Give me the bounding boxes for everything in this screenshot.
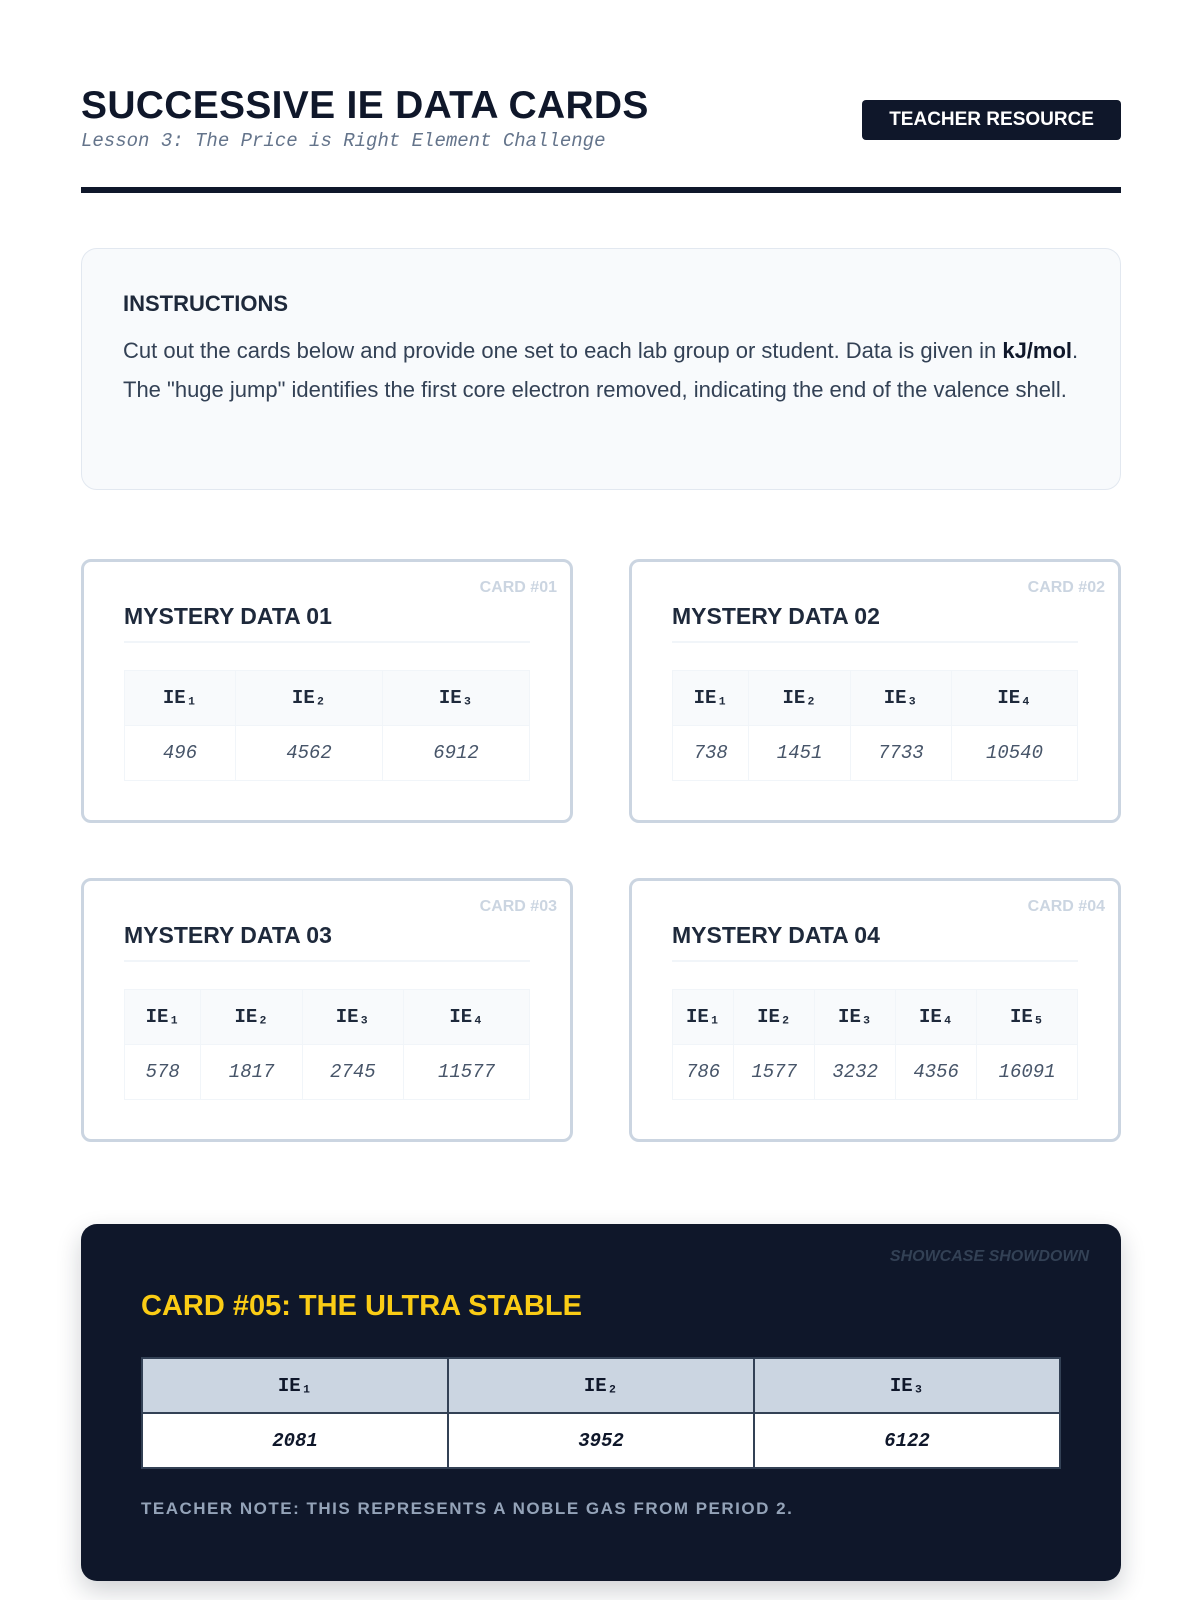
ie-header: IE₃ xyxy=(753,1357,1061,1414)
mystery-card: CARD #03 MYSTERY DATA 03 IE₁ IE₂ IE₃ IE₄ 578… xyxy=(81,878,573,1142)
card-title: MYSTERY DATA 03 xyxy=(124,922,530,962)
ie-header: IE₁ xyxy=(141,1357,449,1414)
ie-value: 11577 xyxy=(402,1044,531,1100)
card-number: CARD #04 xyxy=(1027,898,1105,915)
teacher-resource-badge: TEACHER RESOURCE xyxy=(862,100,1121,140)
ie-header: IE₁ xyxy=(671,989,735,1045)
ie-value: 1817 xyxy=(200,1044,303,1100)
ie-header: IE₃ xyxy=(849,670,952,726)
ie-value: 10540 xyxy=(950,725,1079,781)
ie-value: 6912 xyxy=(382,725,530,781)
ie-value: 578 xyxy=(123,1044,202,1100)
card-title: MYSTERY DATA 04 xyxy=(672,922,1078,962)
ie-table: IE₁ IE₂ IE₃ IE₄ 738 1451 7733 10540 xyxy=(671,670,1079,781)
instructions-text: Cut out the cards below and provide one … xyxy=(123,331,1079,409)
ie-header: IE₁ xyxy=(123,989,202,1045)
instructions-title: INSTRUCTIONS xyxy=(123,291,288,316)
card-number: CARD #03 xyxy=(479,898,557,915)
card-number: CARD #02 xyxy=(1027,579,1105,596)
mystery-card: CARD #01 MYSTERY DATA 01 IE₁ IE₂ IE₃ 496 456… xyxy=(81,559,573,823)
ie-value: 786 xyxy=(671,1044,735,1100)
ie-header: IE₂ xyxy=(235,670,384,726)
ie-value: 738 xyxy=(671,725,750,781)
mystery-card: CARD #02 MYSTERY DATA 02 IE₁ IE₂ IE₃ IE₄ 738… xyxy=(629,559,1121,823)
ie-value: 3952 xyxy=(447,1412,755,1469)
header-divider xyxy=(81,187,1121,193)
ie-table: IE₁ IE₂ IE₃ IE₄ IE₅ 786 1577 3232 4356 16091 xyxy=(671,989,1078,1100)
card-title: MYSTERY DATA 01 xyxy=(124,603,530,643)
instructions-box: INSTRUCTIONS Cut out the cards below and… xyxy=(81,248,1121,490)
ie-value: 496 xyxy=(123,725,237,781)
ie-value: 1577 xyxy=(733,1044,816,1100)
showcase-table: IE₁ IE₂ IE₃ 2081 3952 6122 xyxy=(141,1357,1061,1469)
ie-value: 7733 xyxy=(849,725,952,781)
teacher-note: TEACHER NOTE: THIS REPRESENTS A NOBLE GA… xyxy=(141,1499,794,1518)
ie-header: IE₄ xyxy=(950,670,1079,726)
showcase-title: CARD #05: THE ULTRA STABLE xyxy=(141,1290,582,1322)
ie-value: 3232 xyxy=(814,1044,897,1100)
page-title: SUCCESSIVE IE DATA CARDS xyxy=(81,84,649,127)
ie-header: IE₃ xyxy=(382,670,530,726)
ie-value: 6122 xyxy=(753,1412,1061,1469)
unit-label: kJ/mol xyxy=(1002,338,1073,363)
ie-table: IE₁ IE₂ IE₃ IE₄ 578 1817 2745 11577 xyxy=(123,989,531,1100)
ie-header: IE₃ xyxy=(301,989,404,1045)
ie-header: IE₄ xyxy=(895,989,978,1045)
ie-header: IE₁ xyxy=(671,670,750,726)
ie-header: IE₂ xyxy=(748,670,851,726)
ie-header: IE₄ xyxy=(402,989,531,1045)
card-title: MYSTERY DATA 02 xyxy=(672,603,1078,643)
instructions-text-end: . The "huge jump" identifies the first c… xyxy=(123,338,1079,402)
ie-value: 4562 xyxy=(235,725,384,781)
ie-header: IE₂ xyxy=(447,1357,755,1414)
header: SUCCESSIVE IE DATA CARDS Lesson 3: The P… xyxy=(81,84,1121,194)
card-number: CARD #01 xyxy=(479,579,557,596)
ie-value: 4356 xyxy=(895,1044,978,1100)
ie-header: IE₃ xyxy=(814,989,897,1045)
ie-header: IE₂ xyxy=(200,989,303,1045)
ie-value: 2745 xyxy=(301,1044,404,1100)
instructions-text-start: Cut out the cards below and provide one … xyxy=(123,338,1003,363)
ie-value: 16091 xyxy=(976,1044,1078,1100)
showcase-card: SHOWCASE SHOWDOWN CARD #05: THE ULTRA ST… xyxy=(81,1224,1121,1581)
mystery-card: CARD #04 MYSTERY DATA 04 IE₁ IE₂ IE₃ IE₄ IE₅… xyxy=(629,878,1121,1142)
ie-header: IE₁ xyxy=(123,670,237,726)
ie-header: IE₅ xyxy=(976,989,1078,1045)
showcase-tag: SHOWCASE SHOWDOWN xyxy=(889,1248,1089,1265)
page-subtitle: Lesson 3: The Price is Right Element Cha… xyxy=(81,130,606,152)
ie-value: 1451 xyxy=(748,725,851,781)
ie-table: IE₁ IE₂ IE₃ 496 4562 6912 xyxy=(123,670,530,781)
ie-header: IE₂ xyxy=(733,989,816,1045)
ie-value: 2081 xyxy=(141,1412,449,1469)
